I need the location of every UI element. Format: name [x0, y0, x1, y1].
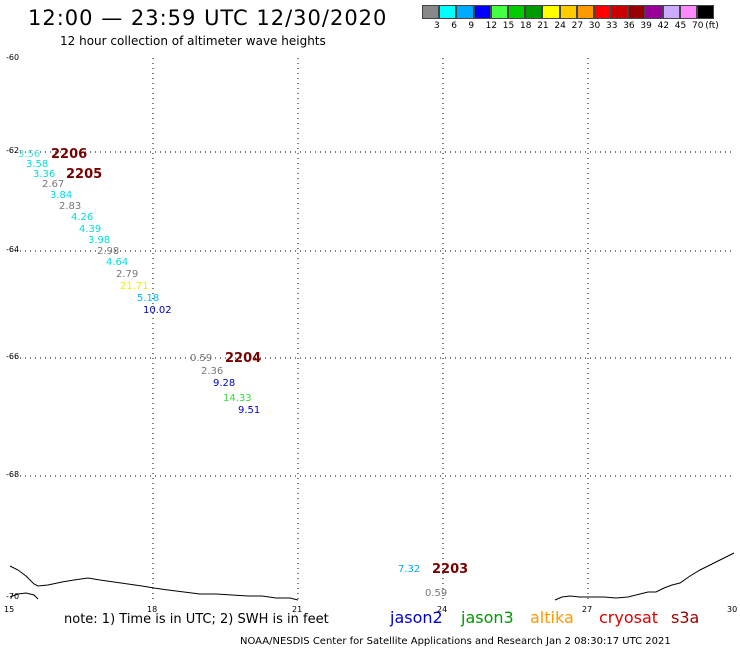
wave-height-marker: 3.36 [33, 169, 55, 180]
satellite-jason3: jason3 [461, 608, 514, 627]
legend-swatch [422, 5, 440, 19]
lon-label: 27 [582, 605, 592, 614]
legend-swatch [593, 5, 612, 19]
lat-label: -66 [6, 352, 19, 361]
legend-label: (ft) [705, 21, 719, 31]
wave-height-marker: 4.26 [71, 212, 93, 223]
legend-label: 33 [606, 21, 618, 31]
legend-swatches [422, 5, 732, 19]
wave-height-marker: 0.59 [190, 353, 212, 364]
lat-label: -60 [6, 53, 19, 62]
legend-label: 15 [502, 21, 515, 31]
wave-height-marker: 14.33 [223, 393, 252, 404]
wave-height-marker: 2.98 [97, 246, 119, 257]
legend-swatch [628, 5, 646, 19]
lon-labels: 15 18 21 24 27 30 [4, 605, 737, 614]
wave-height-marker: 2.83 [59, 201, 81, 212]
legend-label: 30 [588, 21, 601, 31]
wave-height-marker: 4.39 [79, 224, 101, 235]
legend-swatch [679, 5, 697, 19]
legend-label: 12 [485, 21, 498, 31]
observation-markers: 3.56 3.58 3.36 2.67 3.84 2.83 4.26 4.39 … [18, 149, 447, 599]
legend-label: 39 [640, 21, 652, 31]
wave-height-marker: 7.32 [398, 564, 420, 575]
color-legend: 3 6 9 12 15 18 21 24 27 30 33 36 39 42 45 70 (ft) [422, 5, 732, 33]
legend-swatch [473, 5, 491, 19]
wave-height-marker: 9.28 [213, 378, 235, 389]
legend-labels: 3 6 9 12 15 18 21 24 27 30 33 36 39 42 45 70 (ft) [422, 19, 732, 33]
grid-lines [10, 58, 734, 600]
legend-label: 24 [554, 21, 566, 31]
legend-swatch [697, 5, 715, 19]
pass-number: 2204 [225, 351, 261, 366]
wave-height-marker: 9.51 [238, 405, 260, 416]
credit-line: NOAA/NESDIS Center for Satellite Applica… [240, 636, 671, 647]
legend-swatch [662, 5, 680, 19]
lat-label: -64 [6, 245, 19, 254]
legend-label: 6 [451, 21, 457, 31]
legend-label: 36 [623, 21, 635, 31]
wave-height-marker: 2.36 [201, 366, 223, 377]
coastline-island [9, 592, 39, 600]
satellite-altika: altika [530, 608, 574, 627]
satellite-jason2: jason2 [390, 608, 443, 627]
legend-label: 3 [434, 21, 440, 31]
pass-number: 2205 [66, 167, 102, 182]
wave-height-marker: 21.71 [120, 281, 149, 292]
satellite-cryosat: cryosat [599, 608, 659, 627]
wave-height-marker: 3.56 [18, 149, 40, 160]
legend-swatch [611, 5, 629, 19]
legend-swatch [439, 5, 457, 19]
legend-label: 70 [692, 21, 704, 31]
legend-swatch [507, 5, 526, 19]
legend-swatch [559, 5, 577, 19]
wave-height-marker: 3.58 [26, 159, 48, 170]
wave-height-marker: 4.64 [106, 257, 128, 268]
legend-swatch [490, 5, 508, 19]
legend-label: 21 [537, 21, 549, 31]
legend-label: 42 [657, 21, 670, 31]
satellite-s3a: s3a [671, 608, 700, 627]
chart-title: 12:00 — 23:59 UTC 12/30/2020 [28, 6, 388, 30]
footer-note: note: 1) Time is in UTC; 2) SWH is in fe… [64, 612, 329, 627]
legend-swatch [542, 5, 560, 19]
lat-label: -62 [6, 146, 19, 155]
lat-label: -70 [6, 592, 19, 601]
coastline-east [554, 552, 735, 601]
lon-label: 18 [147, 605, 157, 614]
lon-label: 21 [292, 605, 302, 614]
chart-subtitle: 12 hour collection of altimeter wave hei… [60, 34, 326, 48]
lat-label: -68 [6, 470, 19, 479]
legend-swatch [525, 5, 543, 19]
wave-height-marker: 3.84 [50, 190, 72, 201]
legend-swatch [645, 5, 663, 19]
pass-number: 2203 [432, 562, 468, 577]
lon-label: 30 [727, 605, 737, 614]
pass-labels: 2206 2205 2204 2203 [51, 147, 468, 577]
coastline [9, 552, 735, 601]
lon-label: 15 [4, 605, 14, 614]
lon-label: 24 [437, 605, 447, 614]
legend-label: 18 [520, 21, 532, 31]
pass-number: 2206 [51, 147, 87, 162]
lat-labels: -60 -62 -64 -66 -68 -70 [6, 53, 19, 601]
wave-height-marker: 3.98 [88, 235, 110, 246]
legend-label: 27 [571, 21, 584, 31]
wave-height-marker: 2.67 [42, 179, 64, 190]
wave-height-marker: 2.79 [116, 269, 138, 280]
legend-label: 9 [468, 21, 475, 31]
legend-swatch [576, 5, 594, 19]
wave-height-marker: 0.59 [425, 588, 447, 599]
legend-label: 45 [674, 21, 687, 31]
wave-height-marker: 5.18 [137, 293, 159, 304]
coastline-west [9, 565, 299, 601]
wave-height-marker: 10.02 [143, 305, 172, 316]
legend-swatch [456, 5, 474, 19]
